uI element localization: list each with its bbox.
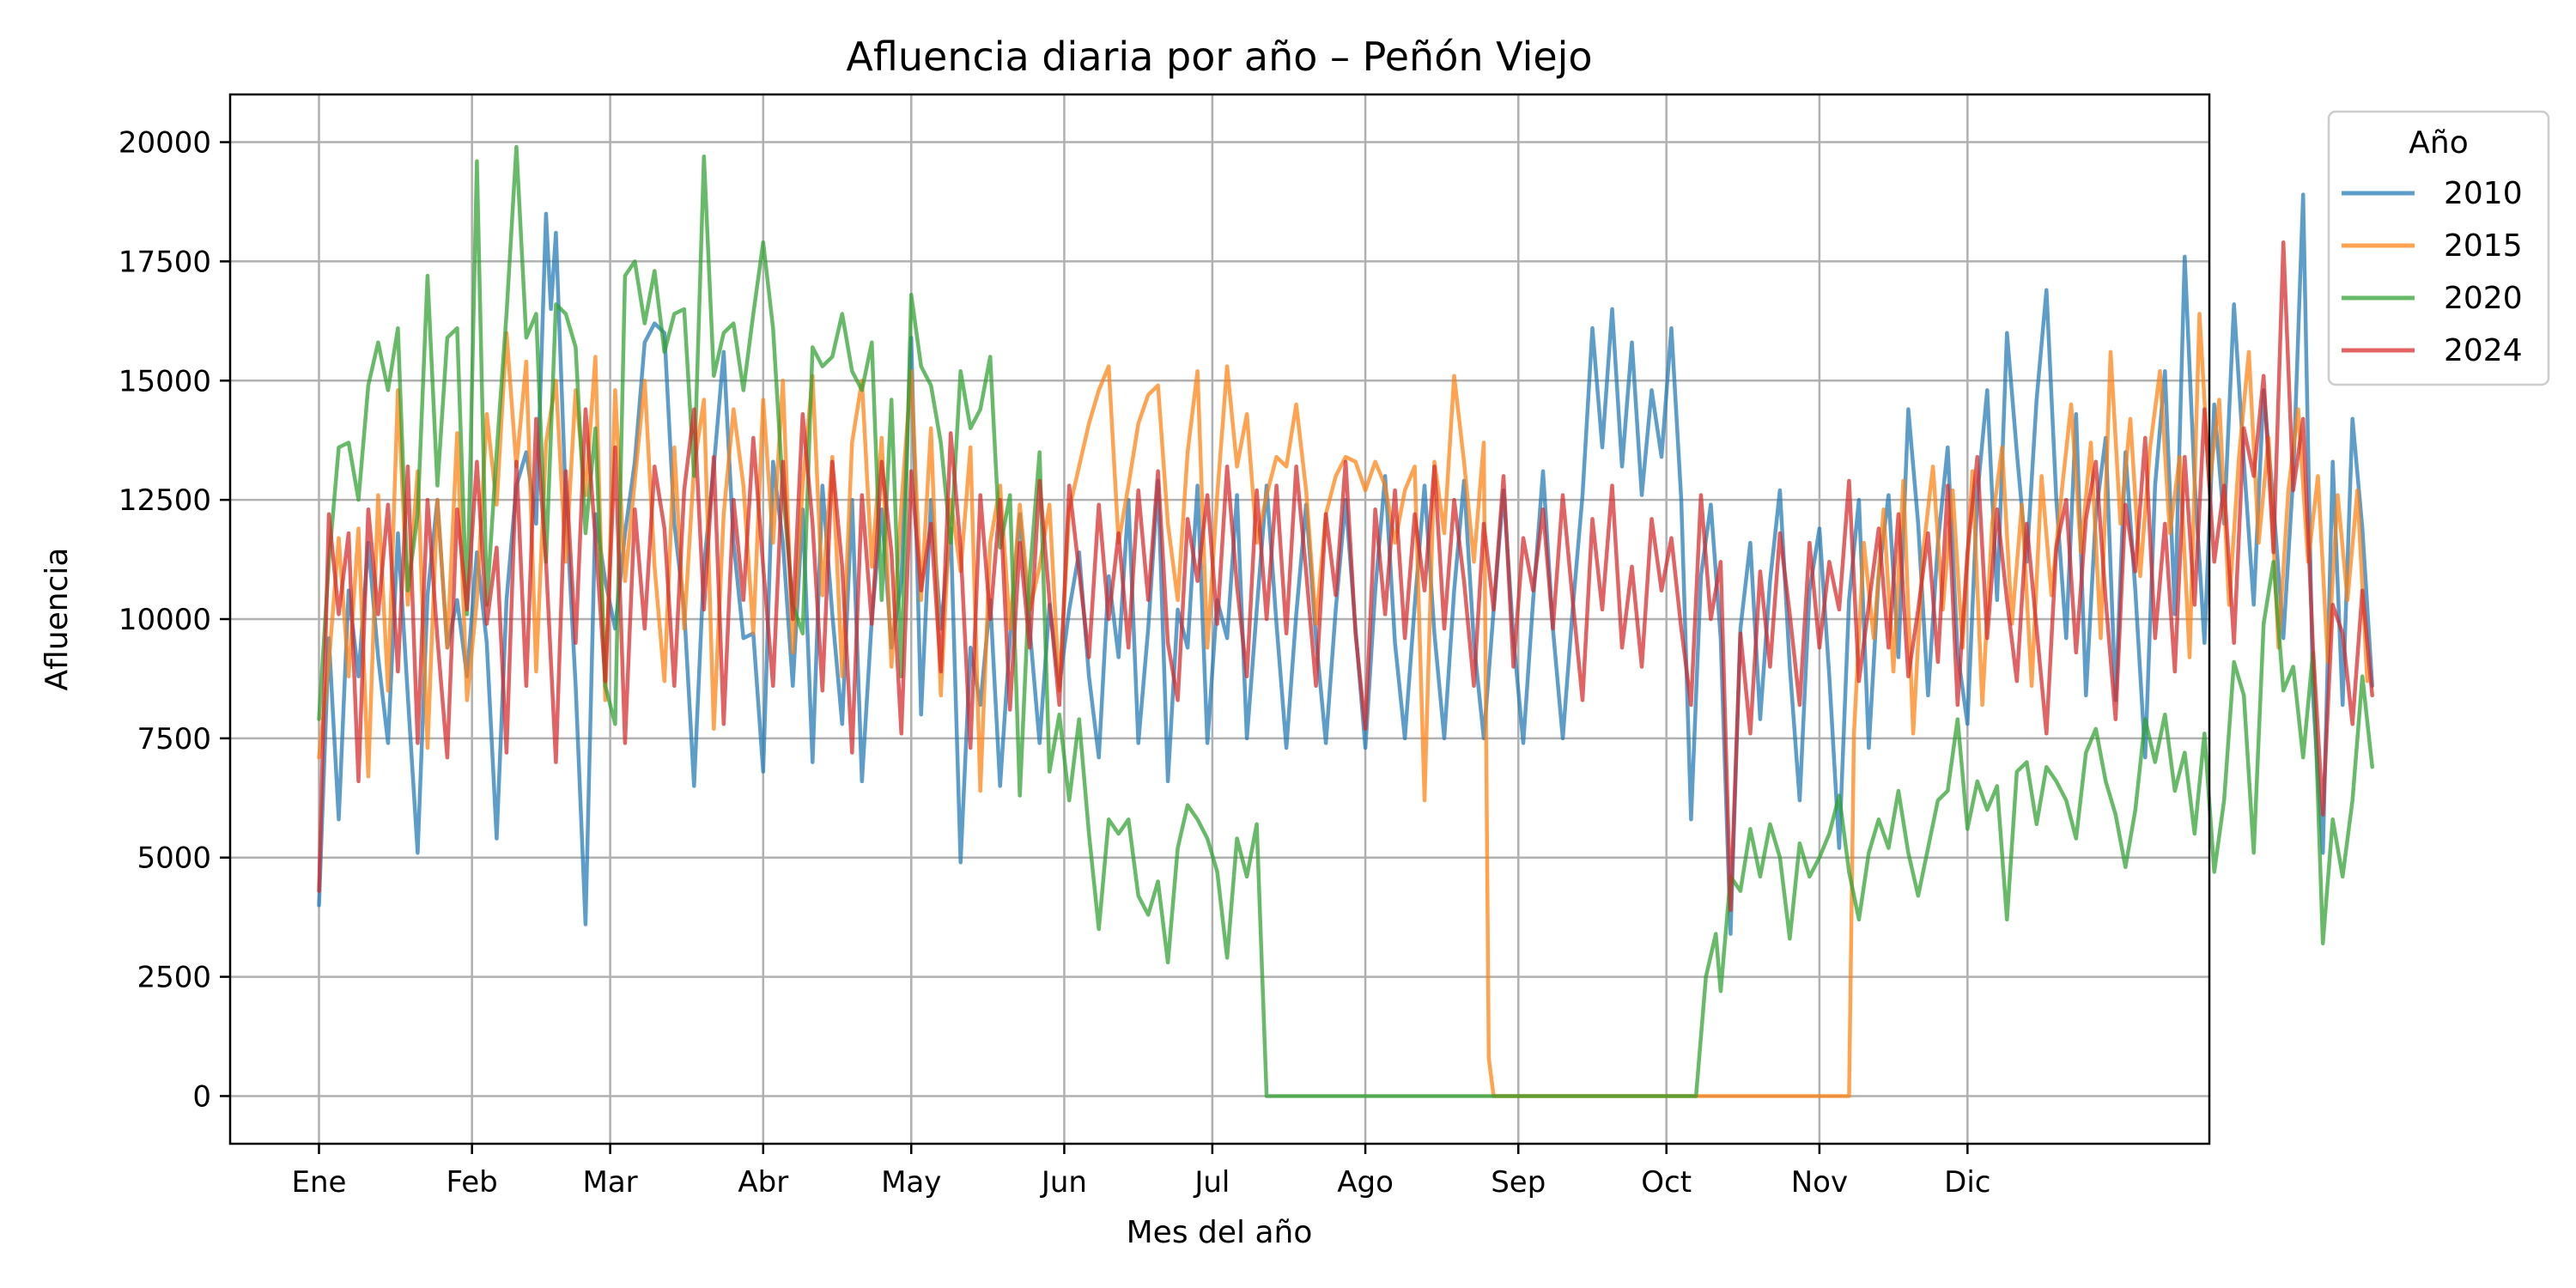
series-line-2020 (317, 144, 2374, 1098)
x-tick-label: Feb (447, 1165, 498, 1200)
y-tick-label: 0 (192, 1079, 211, 1114)
series-line-2024 (317, 240, 2374, 913)
x-tick-label: Abr (738, 1165, 788, 1200)
legend-label-2024: 2024 (2444, 333, 2523, 368)
chart-title: Afluencia diaria por año – Peñón Viejo (846, 33, 1592, 80)
x-tick-label: May (881, 1165, 941, 1200)
x-tick-label: Oct (1641, 1165, 1692, 1200)
y-tick-label: 7500 (137, 722, 211, 756)
x-tick-label: Nov (1791, 1165, 1848, 1200)
x-tick-label: Ago (1337, 1165, 1394, 1200)
legend-entries: 2010 2015 2020 2024 (2342, 176, 2523, 368)
x-tick-label: Mar (583, 1165, 638, 1200)
ticks-layer: 0 2500 5000 7500 10000 12500 15000 17500 20000 En… (118, 126, 1991, 1200)
legend-label-2015: 2015 (2444, 228, 2523, 264)
legend-label-2010: 2010 (2444, 176, 2523, 211)
x-tick-label: Sep (1491, 1165, 1546, 1200)
y-tick-label: 15000 (118, 364, 211, 398)
series-line-2015 (317, 312, 2370, 1098)
x-axis-label: Mes del año (1127, 1215, 1313, 1250)
y-tick-label: 2500 (137, 961, 211, 995)
x-tick-label: Jun (1040, 1165, 1087, 1200)
legend-label-2020: 2020 (2444, 281, 2523, 316)
y-tick-label: 17500 (118, 245, 211, 279)
y-tick-label: 12500 (118, 483, 211, 518)
x-tick-label: Jul (1193, 1165, 1230, 1200)
x-tick-label: Ene (291, 1165, 346, 1200)
y-axis-label: Afluencia (39, 548, 75, 691)
x-tick-label: Dic (1944, 1165, 1990, 1200)
y-tick-label: 20000 (118, 126, 211, 161)
series-layer (317, 144, 2374, 1098)
legend: Año 2010 2015 2020 2024 (2327, 110, 2550, 386)
y-tick-label: 10000 (118, 603, 211, 637)
legend-frame (2327, 110, 2550, 386)
y-tick-label: 5000 (137, 841, 211, 876)
legend-title: Año (2409, 125, 2468, 161)
